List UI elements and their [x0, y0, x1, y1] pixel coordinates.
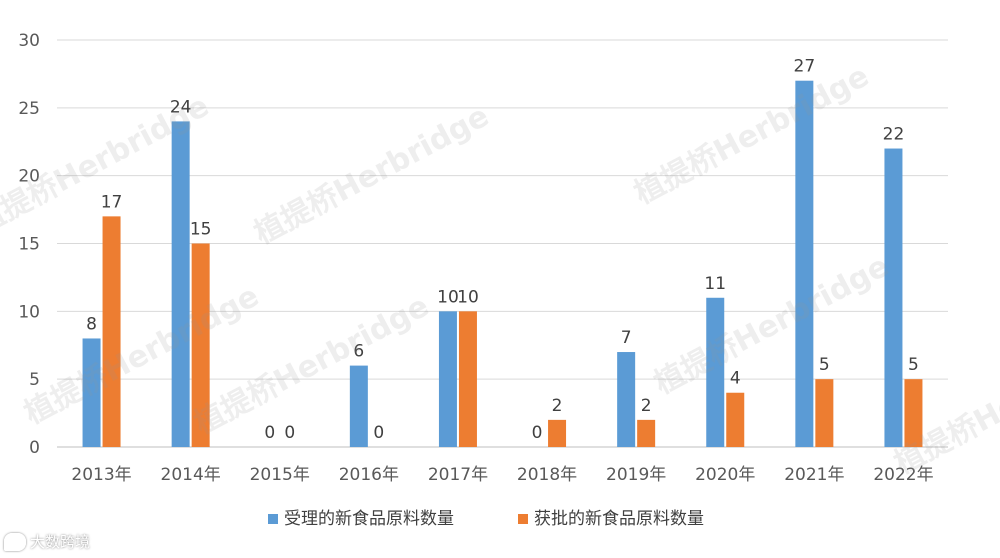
x-tick-label: 2022年 — [873, 465, 933, 485]
brand-text: 大数跨境 — [30, 533, 91, 551]
x-tick-label: 2018年 — [517, 465, 577, 485]
data-label: 15 — [190, 220, 212, 240]
legend-label: 获批的新食品原料数量 — [534, 509, 704, 529]
x-tick-label: 2021年 — [784, 465, 844, 485]
data-label: 4 — [730, 369, 741, 389]
x-tick-label: 2019年 — [606, 465, 666, 485]
data-label: 27 — [794, 57, 816, 77]
bar — [795, 80, 814, 447]
x-tick-label: 2016年 — [339, 465, 399, 485]
data-label: 0 — [373, 423, 384, 443]
x-tick-label: 2017年 — [428, 465, 488, 485]
y-tick-label: 10 — [18, 302, 40, 322]
data-label: 10 — [457, 287, 479, 307]
data-label: 17 — [101, 192, 123, 212]
bar — [617, 352, 636, 447]
data-label: 7 — [621, 328, 632, 348]
bar — [548, 419, 567, 447]
brand-logo: 大数跨境 — [4, 531, 90, 552]
data-label: 11 — [704, 274, 726, 294]
x-tick-label: 2014年 — [161, 465, 221, 485]
data-label: 0 — [264, 423, 275, 443]
bar — [637, 419, 656, 447]
data-label: 8 — [86, 314, 97, 334]
bar — [82, 338, 101, 447]
y-tick-label: 5 — [29, 370, 40, 390]
x-tick-label: 2013年 — [71, 465, 131, 485]
y-tick-label: 25 — [18, 99, 40, 119]
bar — [349, 365, 368, 447]
data-label: 5 — [819, 355, 830, 375]
bar — [904, 379, 923, 447]
y-tick-label: 30 — [18, 31, 40, 51]
y-tick-label: 20 — [18, 167, 40, 187]
bar — [438, 311, 457, 447]
data-label: 5 — [908, 355, 919, 375]
data-label: 10 — [437, 287, 459, 307]
bar — [884, 148, 903, 448]
y-tick-label: 0 — [29, 438, 40, 458]
bar — [706, 297, 725, 447]
x-tick-label: 2015年 — [250, 465, 310, 485]
bar — [102, 216, 121, 447]
speech-bubble-icon — [4, 532, 26, 551]
legend-swatch — [518, 514, 528, 524]
bar — [815, 379, 834, 447]
legend-label: 受理的新食品原料数量 — [284, 509, 454, 529]
data-label: 22 — [883, 125, 905, 145]
data-label: 0 — [532, 423, 543, 443]
bar — [726, 392, 745, 447]
y-tick-label: 15 — [18, 235, 40, 255]
legend-swatch — [268, 514, 278, 524]
bar — [171, 121, 190, 448]
bar — [191, 243, 210, 447]
bar — [458, 311, 477, 447]
data-label: 2 — [552, 396, 563, 416]
data-label: 0 — [284, 423, 295, 443]
data-label: 6 — [353, 342, 364, 362]
data-label: 24 — [170, 97, 192, 117]
data-label: 2 — [641, 396, 652, 416]
x-tick-label: 2020年 — [695, 465, 755, 485]
